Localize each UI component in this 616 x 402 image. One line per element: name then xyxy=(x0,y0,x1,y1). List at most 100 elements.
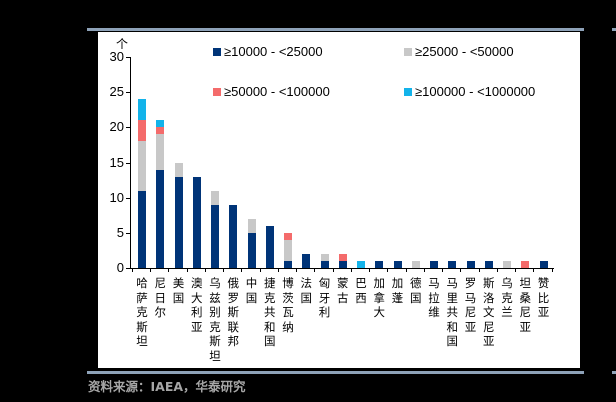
x-category-label: 赞比亚 xyxy=(537,276,550,320)
legend-label: ≥100000 - <1000000 xyxy=(415,84,536,99)
x-category-label: 乌兹别克斯坦 xyxy=(209,276,221,363)
x-category-label: 罗马尼亚 xyxy=(464,276,477,334)
legend-item: ≥100000 - <1000000 xyxy=(404,84,535,99)
x-category-label: 匈牙利 xyxy=(318,276,331,320)
x-tick xyxy=(423,268,425,272)
bar-segment xyxy=(357,260,365,268)
bottom-rule xyxy=(87,371,584,374)
bar-segment xyxy=(138,190,146,268)
y-tick xyxy=(126,197,130,199)
y-tick-label: 10 xyxy=(109,189,124,205)
y-tick-label: 30 xyxy=(109,49,124,65)
x-category-label: 俄罗斯联邦 xyxy=(227,276,240,349)
x-axis xyxy=(130,268,554,269)
x-tick xyxy=(369,268,371,272)
legend-item: ≥25000 - <50000 xyxy=(404,44,514,59)
legend-item: ≥50000 - <100000 xyxy=(213,84,330,99)
x-tick xyxy=(405,268,407,272)
x-tick xyxy=(515,268,517,272)
bar-segment xyxy=(411,260,420,268)
x-category-label: 加拿大 xyxy=(373,276,386,320)
x-tick xyxy=(223,268,225,272)
bar-segment xyxy=(156,127,165,135)
x-tick xyxy=(460,268,462,272)
x-category-label: 斯洛文尼亚 xyxy=(483,276,495,349)
bar-segment xyxy=(229,204,238,268)
legend-swatch xyxy=(404,87,412,96)
x-tick xyxy=(131,268,133,272)
top-rule xyxy=(87,28,584,31)
bar-segment xyxy=(284,232,292,240)
x-category-label: 蒙古 xyxy=(337,276,349,305)
bar-segment xyxy=(503,260,511,268)
x-tick xyxy=(533,268,535,272)
bar-segment xyxy=(211,204,219,268)
bar-segment xyxy=(247,218,256,233)
bar-segment xyxy=(539,260,548,268)
x-tick xyxy=(332,268,334,272)
y-tick xyxy=(126,268,130,269)
bar-segment xyxy=(138,99,146,121)
y-axis xyxy=(130,57,131,269)
y-tick-label: 5 xyxy=(116,224,124,240)
y-tick-label: 25 xyxy=(109,84,124,100)
x-tick xyxy=(314,268,316,272)
bar-segment xyxy=(338,253,347,261)
y-tick-label: 20 xyxy=(109,119,124,135)
bar-segment xyxy=(284,239,292,261)
y-tick xyxy=(126,127,130,129)
x-tick xyxy=(350,268,352,272)
x-category-label: 澳大利亚 xyxy=(191,276,203,334)
legend-label: ≥10000 - <25000 xyxy=(224,44,323,59)
bar-segment xyxy=(375,260,384,268)
x-category-label: 法国 xyxy=(300,276,313,305)
x-tick xyxy=(387,268,389,272)
bar-segment xyxy=(156,120,165,128)
legend-swatch xyxy=(404,47,412,56)
x-tick xyxy=(150,268,152,272)
bar-segment xyxy=(484,260,493,268)
bar-segment xyxy=(138,120,146,142)
x-tick xyxy=(241,268,243,272)
x-category-label: 德国 xyxy=(410,276,422,305)
bar-segment xyxy=(338,260,347,268)
legend-swatch xyxy=(213,47,221,56)
x-category-label: 马拉维 xyxy=(428,276,440,320)
bar-segment xyxy=(265,225,274,268)
legend-label: ≥25000 - <50000 xyxy=(415,44,514,59)
x-category-label: 加蓬 xyxy=(391,276,404,305)
x-tick xyxy=(204,268,206,272)
bar-segment xyxy=(174,162,183,177)
x-category-label: 乌克兰 xyxy=(501,276,513,320)
bar-segment xyxy=(448,260,457,268)
bar-segment xyxy=(174,176,183,268)
bar-segment xyxy=(466,260,475,268)
x-tick xyxy=(296,268,298,272)
x-category-label: 博茨瓦纳 xyxy=(282,276,294,334)
x-category-label: 哈萨克斯坦 xyxy=(136,276,148,349)
x-category-label: 巴西 xyxy=(355,276,367,305)
bar-segment xyxy=(211,190,219,205)
x-tick xyxy=(478,268,480,272)
bar-segment xyxy=(156,134,165,170)
y-tick-label: 15 xyxy=(109,154,124,170)
y-tick xyxy=(126,232,130,234)
x-tick xyxy=(168,268,170,272)
y-tick xyxy=(126,162,130,164)
bar-segment xyxy=(521,260,530,268)
x-category-label: 美国 xyxy=(172,276,185,305)
x-tick xyxy=(442,268,444,272)
x-category-label: 马里共和国 xyxy=(446,276,459,349)
top-rule-right-fragment xyxy=(612,28,616,31)
bar-segment xyxy=(393,260,402,268)
bar-segment xyxy=(302,253,311,268)
y-tick-label: 0 xyxy=(116,260,124,275)
source-note: 资料来源：IAEA，华泰研究 xyxy=(88,379,246,394)
x-category-label: 尼日尔 xyxy=(154,276,167,320)
legend-swatch xyxy=(213,87,221,96)
bar-segment xyxy=(320,260,329,268)
y-tick xyxy=(126,57,130,59)
x-tick xyxy=(551,268,553,272)
bar-segment xyxy=(284,260,292,268)
x-category-label: 中国 xyxy=(245,276,258,305)
